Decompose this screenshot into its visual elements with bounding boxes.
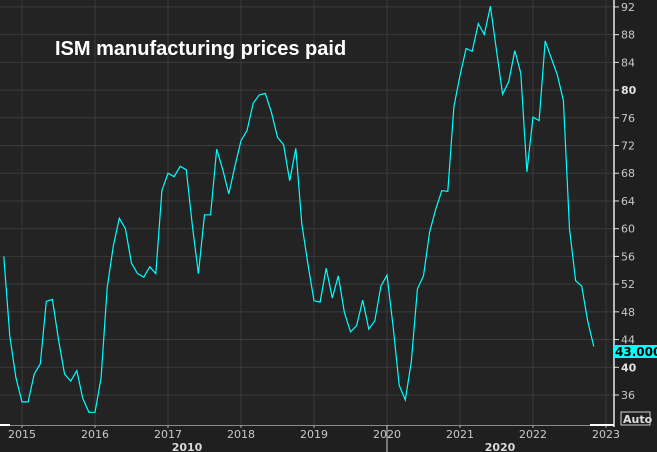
y-tick-label: 48 (621, 306, 635, 319)
y-tick-label: 92 (621, 1, 635, 14)
x-tick-label: 2015 (8, 428, 36, 441)
decade-label: 2020 (485, 441, 516, 452)
y-tick-label: 68 (621, 167, 635, 180)
y-tick-label: 72 (621, 140, 635, 153)
y-tick-label: 36 (621, 389, 635, 402)
grid (0, 0, 614, 425)
y-tick-label: 80 (621, 84, 637, 97)
x-tick-label: 2018 (227, 428, 255, 441)
y-tick-label: 56 (621, 250, 635, 263)
auto-scale-button[interactable] (620, 411, 651, 426)
x-tick-label: 2021 (446, 428, 474, 441)
y-tick-label: 64 (621, 195, 635, 208)
x-tick-label: 2019 (300, 428, 328, 441)
last-value-label: 43.000 (615, 345, 657, 359)
y-tick-label: 44 (621, 334, 635, 347)
last-value-badge (614, 345, 657, 358)
auto-scale-label[interactable]: Auto (623, 413, 653, 426)
y-axis: 92 88 84 80 76 72 68 64 60 56 52 48 44 40 36 (613, 0, 637, 427)
x-axis: 2015 2016 2017 2018 2019 2020 2021 2022 2023 2010… (0, 424, 620, 452)
x-tick-label: 2017 (154, 428, 182, 441)
y-tick-label: 76 (621, 112, 635, 125)
x-tick-label: 2016 (81, 428, 109, 441)
decade-label: 2010 (172, 441, 203, 452)
y-tick-label: 52 (621, 278, 635, 291)
series-line (3, 6, 595, 413)
chart-title: ISM manufacturing prices paid (55, 38, 346, 60)
y-tick-label: 88 (621, 29, 635, 42)
y-tick-label: 40 (621, 361, 637, 374)
plot-area (0, 0, 614, 425)
x-tick-label: 2023 (592, 428, 620, 441)
y-tick-label: 84 (621, 56, 635, 69)
y-tick-label: 60 (621, 223, 635, 236)
x-tick-label: 2022 (519, 428, 547, 441)
